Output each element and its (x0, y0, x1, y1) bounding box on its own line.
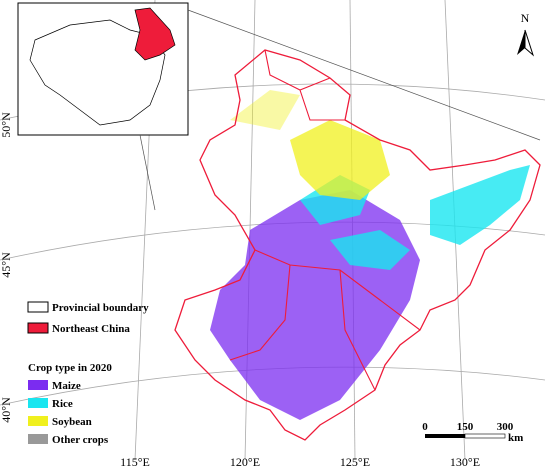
lon-label: 125°E (340, 455, 370, 469)
inset-region (134, 7, 176, 61)
legend-swatch (28, 398, 48, 408)
lat-label: 45°N (0, 252, 13, 278)
lat-label: 40°N (0, 397, 13, 423)
lon-label: 115°E (120, 455, 150, 469)
legend-label: Rice (52, 398, 73, 410)
province-boundary (229, 49, 421, 391)
scale-tick-label: 150 (457, 421, 474, 433)
north-arrow (524, 29, 535, 57)
legend-swatch (27, 322, 49, 334)
legend-swatch (28, 416, 48, 426)
legend-label: Maize (52, 380, 81, 392)
legend-swatch (27, 301, 49, 313)
lon-label: 130°E (450, 455, 480, 469)
legend-label: Soybean (52, 416, 92, 428)
lat-label: 50°N (0, 112, 13, 138)
scale-tick-label: 0 (422, 421, 428, 433)
leader-line (139, 134, 156, 211)
north-label: N (521, 11, 530, 25)
scale-tick-label: 300 (497, 421, 514, 433)
crop-area (210, 90, 530, 420)
legend-title: Crop type in 2020 (28, 362, 112, 374)
scale-unit: km (508, 432, 523, 444)
leader-line (187, 9, 541, 141)
legend-label: Other crops (52, 434, 109, 446)
legend-swatch (28, 380, 48, 390)
legend-swatch (28, 434, 48, 444)
legend-label: Northeast China (52, 323, 130, 335)
scale-bar (464, 433, 506, 439)
north-arrow (517, 30, 525, 55)
inset-china (29, 19, 166, 126)
lon-label: 120°E (230, 455, 260, 469)
legend-label: Provincial boundary (52, 302, 149, 314)
